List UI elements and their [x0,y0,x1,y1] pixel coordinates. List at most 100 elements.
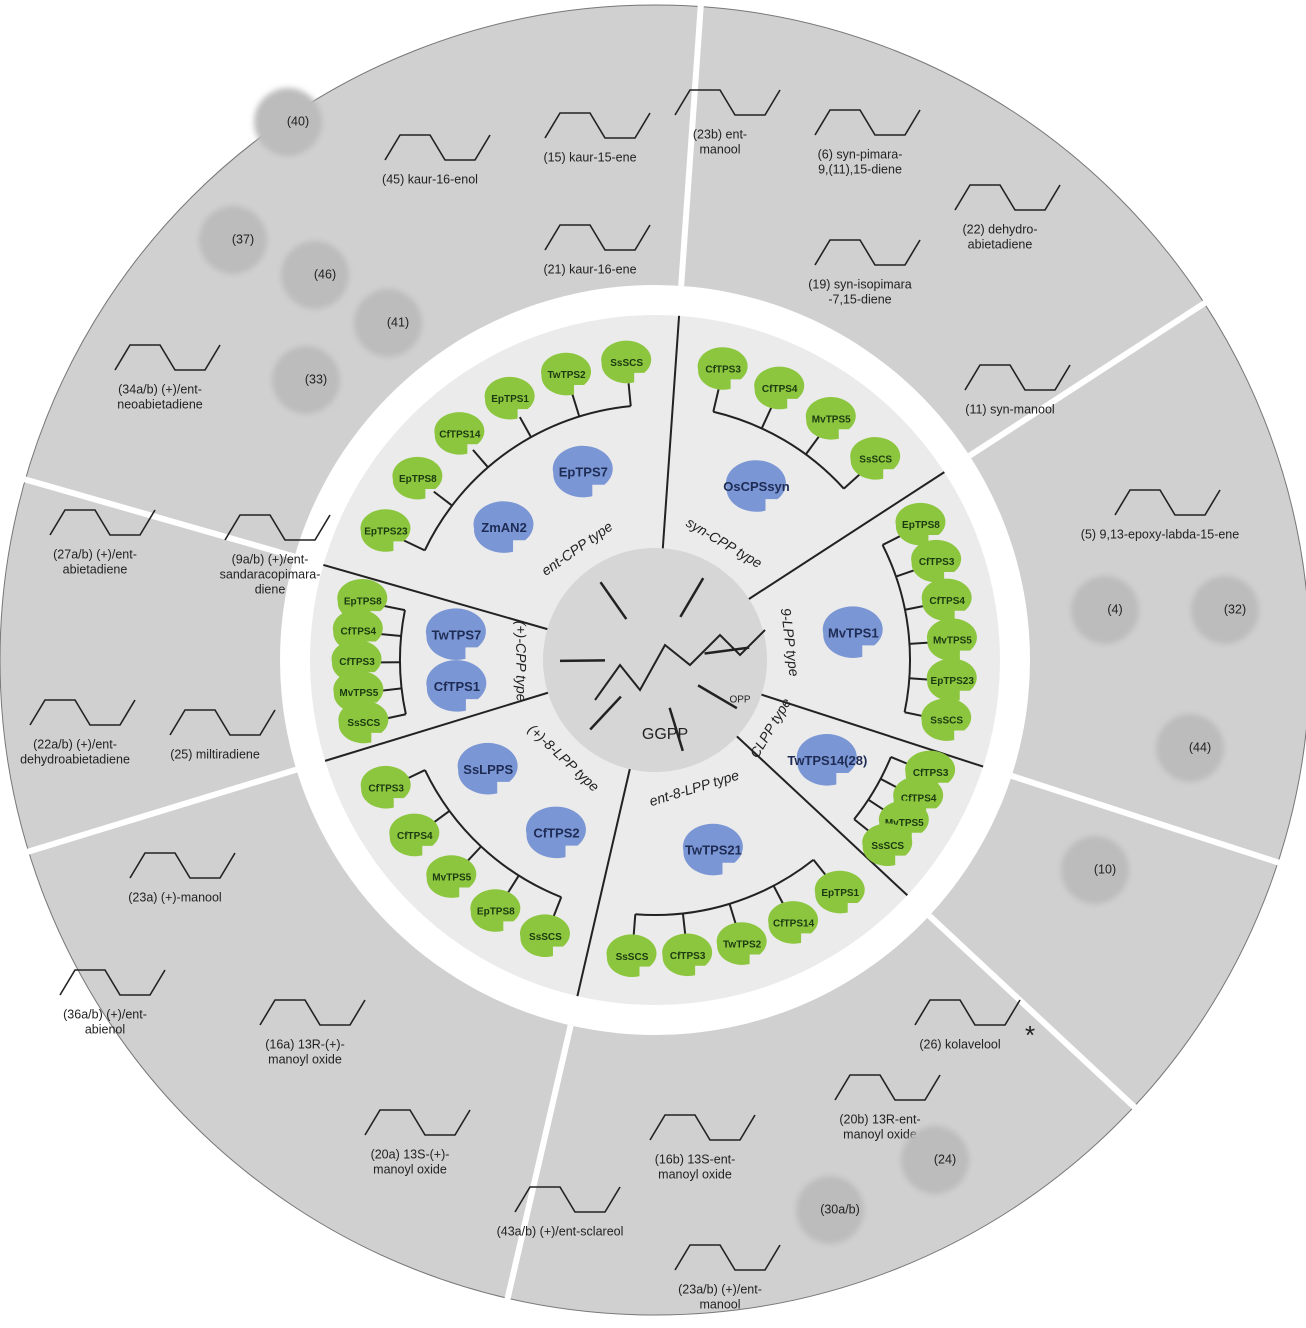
green-enzyme-label: TwTPS2 [723,940,762,951]
opp-label: OPP [729,695,750,706]
placeholder-structure [354,289,422,357]
sector-divider [748,471,945,600]
blue-enzyme [525,806,586,859]
sector-divider [324,691,549,762]
branch-arc [881,544,911,713]
product-label: abietadiene [968,237,1033,251]
blue-enzyme [796,734,857,786]
center-arrow [668,707,684,752]
product-label: (46) [314,267,336,281]
product-label: manool [700,1297,741,1311]
product-label: (45) kaur-16-enol [382,172,478,186]
outer-divider [927,913,1140,1113]
green-enzyme-label: SsSCS [529,932,562,943]
product-label: (15) kaur-15-ene [543,150,636,164]
branch-arc [399,609,407,715]
product-label: (20a) 13S-(+)- [371,1147,450,1161]
branch-arrow [627,383,632,407]
product-label: (20b) 13R-ent- [839,1112,920,1126]
product-label: (24) [934,1152,956,1166]
product-structure [29,699,136,726]
blue-enzyme [552,445,613,498]
product-label: 9,(11),15-diene [818,162,902,176]
green-enzyme-label: CfTPS4 [341,627,377,638]
green-enzyme [337,578,388,622]
product-structure [544,112,651,139]
green-enzyme-label: EpTPS1 [821,888,859,899]
green-enzyme-label: EpTPS23 [364,527,408,538]
green-enzyme [895,502,946,546]
green-enzyme-label: CfTPS3 [705,365,741,376]
green-enzyme-label: CfTPS14 [439,429,481,440]
blue-enzyme-label: EpTPS7 [559,465,608,480]
product-label: (21) kaur-16-ene [543,262,636,276]
green-enzyme [862,823,913,867]
product-structure [59,969,166,996]
product-structure [114,344,221,371]
product-label: manoyl oxide [658,1167,732,1181]
center-disc [543,548,767,772]
green-enzyme-label: SsSCS [871,841,904,852]
green-enzyme [716,922,767,965]
product-structure [259,999,366,1026]
placeholder-structure [901,1126,969,1194]
product-label: (23b) ent- [693,127,747,141]
center-arrow [589,695,622,731]
branch-arrow [382,604,406,612]
green-enzyme-label: MvTPS5 [812,414,851,425]
product-label: (16b) 13S-ent- [655,1152,736,1166]
product-label: * [1025,1020,1035,1050]
blue-enzyme-label: TwTPS7 [432,627,482,642]
green-enzyme [332,609,383,652]
placeholder-structure [281,241,349,309]
green-enzyme-label: SsSCS [347,718,380,729]
product-label: (4) [1107,602,1122,616]
green-enzyme [541,352,592,396]
product-label: diene [255,582,286,596]
product-structure [514,1186,621,1213]
green-enzyme [360,509,411,552]
green-enzyme [389,813,440,857]
green-enzyme [426,855,477,898]
green-enzyme-label: CfTPS4 [762,384,798,395]
product-structure [674,89,781,116]
sector-label: (+)-CPP type [513,621,530,702]
green-enzyme [850,437,901,480]
product-structure [914,999,1021,1026]
product-label: manoyl oxide [268,1052,342,1066]
green-enzyme-label: CfTPS4 [901,794,937,805]
center-arrow [679,577,705,618]
branch-arrow [518,416,532,438]
center-arrow [697,684,738,710]
product-label: dehydroabietadiene [20,752,130,766]
branch-arrow [843,472,862,490]
sector-divider [761,693,984,768]
product-label: (22) dehydro- [962,222,1037,236]
branch-arrow [632,914,637,938]
green-enzyme-label: CfTPS4 [929,596,965,607]
outer-divider [678,1,705,287]
product-label: (32) [1224,602,1246,616]
green-enzyme-label: EpTPS23 [931,676,975,687]
branch-arc [423,405,631,551]
product-structure [169,709,276,736]
green-enzyme-label: CfTPS14 [773,918,815,929]
product-structure [1114,489,1221,516]
product-structure [384,134,491,161]
green-enzyme [484,376,535,420]
product-label: (22a/b) (+)/ent- [33,737,117,751]
sector-divider [736,735,908,897]
green-enzyme-label: MvTPS5 [432,873,471,884]
product-label: abietadiene [63,562,128,576]
outer-divider [22,766,298,856]
product-label: (6) syn-pimara- [818,147,903,161]
green-enzyme [470,889,521,932]
product-label: (11) syn-manool [965,402,1054,416]
green-enzyme-label: CfTPS3 [913,768,949,779]
outer-divider [1010,773,1284,867]
branch-arrow [403,539,426,552]
green-enzyme [921,578,972,622]
green-enzyme [519,914,570,958]
product-label: neoabietadiene [117,397,203,411]
product-label: (23a/b) (+)/ent- [678,1282,762,1296]
